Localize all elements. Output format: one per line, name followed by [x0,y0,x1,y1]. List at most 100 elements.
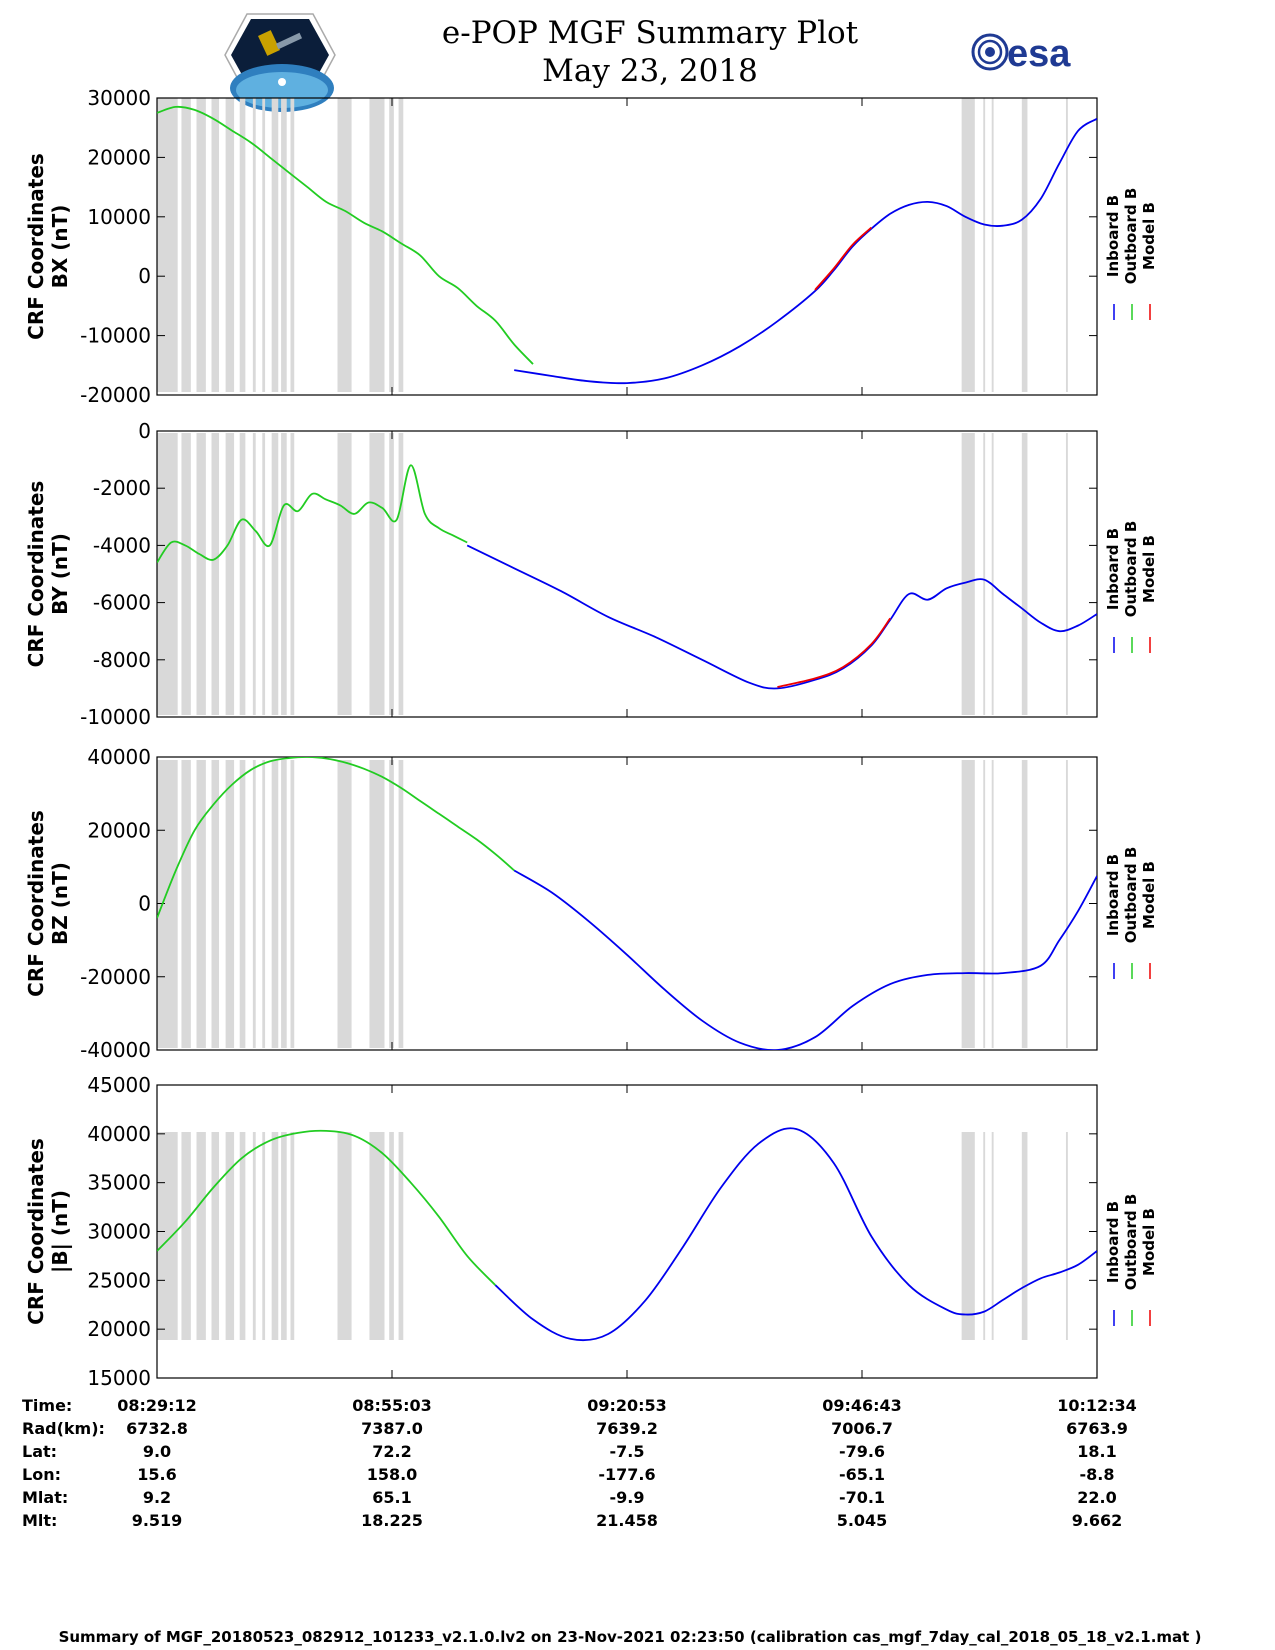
ephemeris-cell: 15.6 [137,1465,176,1484]
gap-band [225,433,235,715]
gap-band [290,760,295,1048]
ephemeris-cell: 7639.2 [596,1419,658,1438]
ephemeris-cell: 9.662 [1072,1511,1123,1530]
gap-band [389,1132,394,1340]
gap-band [389,433,394,715]
axes-frame [156,97,1098,396]
y-tick-label: 35000 [87,1171,151,1195]
gap-band [961,98,975,392]
gap-band [225,760,235,1048]
gap-band [196,433,206,715]
ephemeris-cell: 158.0 [367,1465,418,1484]
y-tick-label: -10000 [80,705,151,729]
gap-band [271,433,279,715]
legend-label: Model B [1140,1208,1158,1276]
gap-band [225,1132,235,1340]
gap-band [983,1132,986,1340]
ephemeris-cell: 9.0 [143,1442,171,1461]
y-tick-label: 0 [138,419,151,443]
ephemeris-cell: 6732.8 [126,1419,188,1438]
ephemeris-cell: 9.519 [132,1511,183,1530]
ephemeris-row-label: Mlat: [22,1488,68,1507]
gap-band [181,433,191,715]
gap-band [271,98,279,392]
gap-band [281,1132,287,1340]
series-model-b [777,617,891,688]
series-inboard-b [494,1127,1097,1342]
gap-band [252,1132,256,1340]
y-tick-label: 15000 [87,1366,151,1390]
y-tick-label: 0 [138,264,151,288]
gap-band [369,760,385,1048]
gap-band [271,1132,279,1340]
gap-band [1021,760,1028,1048]
gap-band [281,760,287,1048]
legend-label: Inboard B [1104,195,1122,277]
series-group [157,105,1097,385]
gap-band [181,760,191,1048]
y-tick-label: 45000 [87,1073,151,1097]
y-tick-label: -10000 [80,324,151,348]
gap-band [196,1132,206,1340]
plot-date: May 23, 2018 [542,53,758,89]
ephemeris-row-label: Lat: [22,1442,57,1461]
gap-band [1021,98,1028,392]
panel-bmag: 45000 40000 35000 30000 25000 20000 15000 CRF C… [24,1073,1158,1390]
legend-label: Inboard B [1104,1201,1122,1283]
legend-label: Model B [1140,535,1158,603]
y-tick-label: -2000 [93,476,151,500]
plot-title: e-POP MGF Summary Plot [442,15,859,51]
y-tick-label: -40000 [80,1038,151,1062]
gap-band [211,760,220,1048]
gap-band [389,98,394,392]
gap-band [211,1132,220,1340]
esa-wordmark: esa [1007,33,1071,75]
gap-band [1065,760,1068,1048]
ephemeris-cell: 22.0 [1077,1488,1116,1507]
gap-band [983,433,986,715]
gap-band [239,1132,246,1340]
gap-band [1065,98,1068,392]
y-tick-label: -4000 [93,533,151,557]
series-inboard-b [514,118,1097,385]
series-outboard-b [157,1129,497,1286]
gap-band [239,433,246,715]
y-tick-label: -20000 [80,383,151,407]
ephemeris-cell: -9.9 [610,1488,645,1507]
axes-frame [156,1084,1098,1379]
gap-band [389,760,394,1048]
y-tick-label: 40000 [87,1122,151,1146]
panel-by: 0 -2000 -4000 -6000 -8000 -10000 CRF Coordinat… [24,419,1158,729]
y-tick-label: -6000 [93,591,151,615]
legend: Inboard B Outboard B Model B [1104,847,1158,979]
gap-band [991,760,994,1048]
y-axis-label: CRF CoordinatesBZ (nT) [24,810,72,997]
gap-band [369,98,385,392]
ephemeris-table: Time: Rad(km): Lat: Lon: Mlat: Mlt: 08:29:12 67… [22,1396,1137,1530]
gap-band [961,760,975,1048]
panel-bz: 40000 20000 0 -20000 -40000 CRF CoordinatesBZ… [24,745,1158,1062]
ephemeris-row-label: Mlt: [22,1511,57,1530]
gap-band [983,98,986,392]
gap-band [262,760,266,1048]
ephemeris-cell: 5.045 [837,1511,888,1530]
gap-band [196,98,206,392]
gap-band [290,1132,295,1340]
series-inboard-b [513,869,1097,1050]
gap-band [337,433,352,715]
legend-label: Outboard B [1122,521,1140,618]
gap-band [1065,433,1068,715]
axes-frame [156,430,1098,718]
ephemeris-cell: 08:29:12 [117,1396,197,1415]
y-tick-label: 20000 [87,1317,151,1341]
gap-band [961,433,975,715]
ephemeris-cell: -177.6 [598,1465,655,1484]
gap-band [398,1132,404,1340]
gap-band [252,98,256,392]
gap-band [281,433,287,715]
gap-band [157,433,178,715]
gap-band [281,98,287,392]
legend-label: Inboard B [1104,528,1122,610]
gap-band [398,98,404,392]
